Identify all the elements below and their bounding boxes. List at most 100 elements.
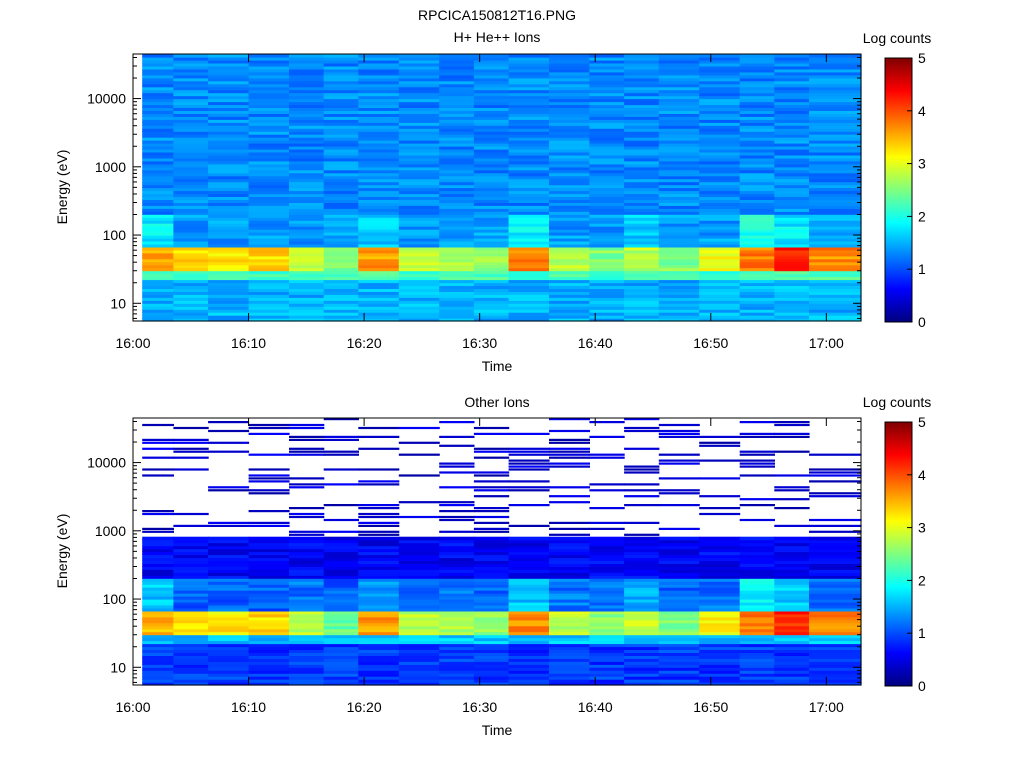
- spectrogram-cell: [248, 54, 290, 58]
- spectrogram-cell: [173, 95, 209, 100]
- spectrogram-cell: [289, 294, 325, 298]
- spectrogram-cell: [739, 92, 775, 97]
- x-tick-label: 16:30: [462, 335, 497, 351]
- spectrogram-cell: [549, 62, 590, 67]
- spectrogram-cell: [739, 119, 775, 123]
- spectrogram-cell: [323, 276, 359, 281]
- spectrogram-cell: [549, 282, 590, 286]
- spectrogram-cell: [173, 113, 209, 117]
- spectrogram-cell: [289, 613, 325, 618]
- x-tick-label: 16:40: [578, 335, 613, 351]
- spectrogram-cell: [774, 137, 810, 141]
- spectrogram-cell: [809, 613, 862, 618]
- figure-title: RPCICA150812T16.PNG: [418, 7, 576, 23]
- spectrogram-cell: [774, 596, 810, 600]
- spectrogram-cell: [699, 59, 741, 64]
- spectrogram-cell: [142, 175, 174, 180]
- spectrogram-cell: [289, 86, 325, 91]
- spectrogram-cell: [774, 243, 810, 248]
- spectrogram-cell: [439, 89, 475, 94]
- spectrogram-cell: [739, 54, 775, 58]
- spectrogram-cell: [699, 610, 741, 615]
- spectrogram-cell: [589, 62, 625, 67]
- spectrogram-cell: [774, 607, 810, 612]
- spectrogram-cell: [439, 205, 475, 209]
- spectrogram-cell: [508, 593, 550, 597]
- spectrogram-cell: [142, 613, 174, 618]
- spectrogram-cell: [323, 65, 359, 70]
- spectrogram-cell: [248, 113, 290, 117]
- spectrogram-cell: [208, 288, 250, 292]
- spectrogram-cell: [358, 279, 400, 284]
- spectrogram-cell: [289, 125, 325, 129]
- spectrogram-cell: [624, 172, 660, 177]
- spectrogram-cell: [208, 572, 250, 576]
- spectrogram-cell: [248, 640, 290, 645]
- spectrogram-cell: [549, 116, 590, 120]
- spectrogram-cell: [739, 679, 775, 683]
- spectrogram-cell: [508, 252, 550, 257]
- spectrogram-cell: [739, 59, 775, 64]
- spectrogram-cell: [774, 634, 810, 639]
- spectrogram-cell: [358, 507, 400, 510]
- spectrogram-cell: [549, 249, 590, 254]
- spectrogram-cell: [173, 563, 209, 567]
- spectrogram-cell: [739, 208, 775, 212]
- spectrogram-cell: [809, 54, 862, 58]
- spectrogram-cell: [809, 175, 862, 180]
- spectrogram-cell: [248, 578, 290, 582]
- spectrogram-cell: [624, 226, 660, 230]
- spectrogram-cell: [624, 471, 660, 474]
- spectrogram-cell: [173, 667, 209, 671]
- spectrogram-cell: [549, 667, 590, 671]
- spectrogram-cell: [323, 288, 359, 292]
- spectrogram-cell: [549, 584, 590, 588]
- spectrogram-cell: [208, 312, 250, 316]
- spectrogram-cell: [323, 255, 359, 260]
- x-tick-label: 16:00: [115, 335, 150, 351]
- spectrogram-cell: [323, 483, 359, 486]
- spectrogram-cell: [473, 486, 510, 489]
- y-axis-label: Energy (eV): [54, 514, 70, 589]
- spectrogram-cell: [508, 649, 550, 653]
- spectrogram-cell: [589, 628, 625, 633]
- spectrogram-cell: [508, 128, 550, 132]
- spectrogram-cell: [289, 291, 325, 295]
- spectrogram-cell: [358, 512, 400, 516]
- spectrogram-cell: [739, 613, 775, 618]
- spectrogram-cell: [473, 226, 510, 230]
- spectrogram-cell: [323, 59, 359, 64]
- spectrogram-cell: [323, 297, 359, 301]
- spectrogram-cell: [589, 596, 625, 600]
- spectrogram-cell: [398, 300, 440, 304]
- spectrogram-cell: [323, 211, 359, 215]
- spectrogram-cell: [473, 450, 510, 453]
- spectrogram-cell: [589, 587, 625, 591]
- spectrogram-cell: [439, 235, 475, 239]
- spectrogram-cell: [809, 235, 862, 239]
- spectrogram-cell: [398, 303, 440, 307]
- spectrogram-cell: [589, 175, 625, 180]
- spectrogram-cell: [173, 524, 209, 527]
- spectrogram-cell: [473, 581, 510, 585]
- spectrogram-cell: [658, 240, 700, 245]
- spectrogram-cell: [589, 276, 625, 281]
- spectrogram-cell: [248, 86, 290, 91]
- spectrogram-cell: [398, 143, 440, 147]
- spectrogram-cell: [248, 223, 290, 227]
- spectrogram-cell: [508, 229, 550, 233]
- spectrogram-cell: [774, 309, 810, 313]
- spectrogram-cell: [323, 146, 359, 150]
- spectrogram-cell: [549, 655, 590, 659]
- spectrogram-cell: [624, 264, 660, 269]
- spectrogram-cell: [549, 536, 590, 541]
- spectrogram-cell: [739, 214, 775, 218]
- spectrogram-cell: [809, 495, 862, 498]
- spectrogram-cell: [809, 163, 862, 168]
- spectrogram-cell: [549, 649, 590, 653]
- colorbar-label: Log counts: [863, 394, 932, 410]
- spectrogram-cell: [473, 217, 510, 221]
- spectrogram-cell: [508, 157, 550, 162]
- spectrogram-cell: [624, 634, 660, 639]
- spectrogram-cell: [774, 524, 810, 527]
